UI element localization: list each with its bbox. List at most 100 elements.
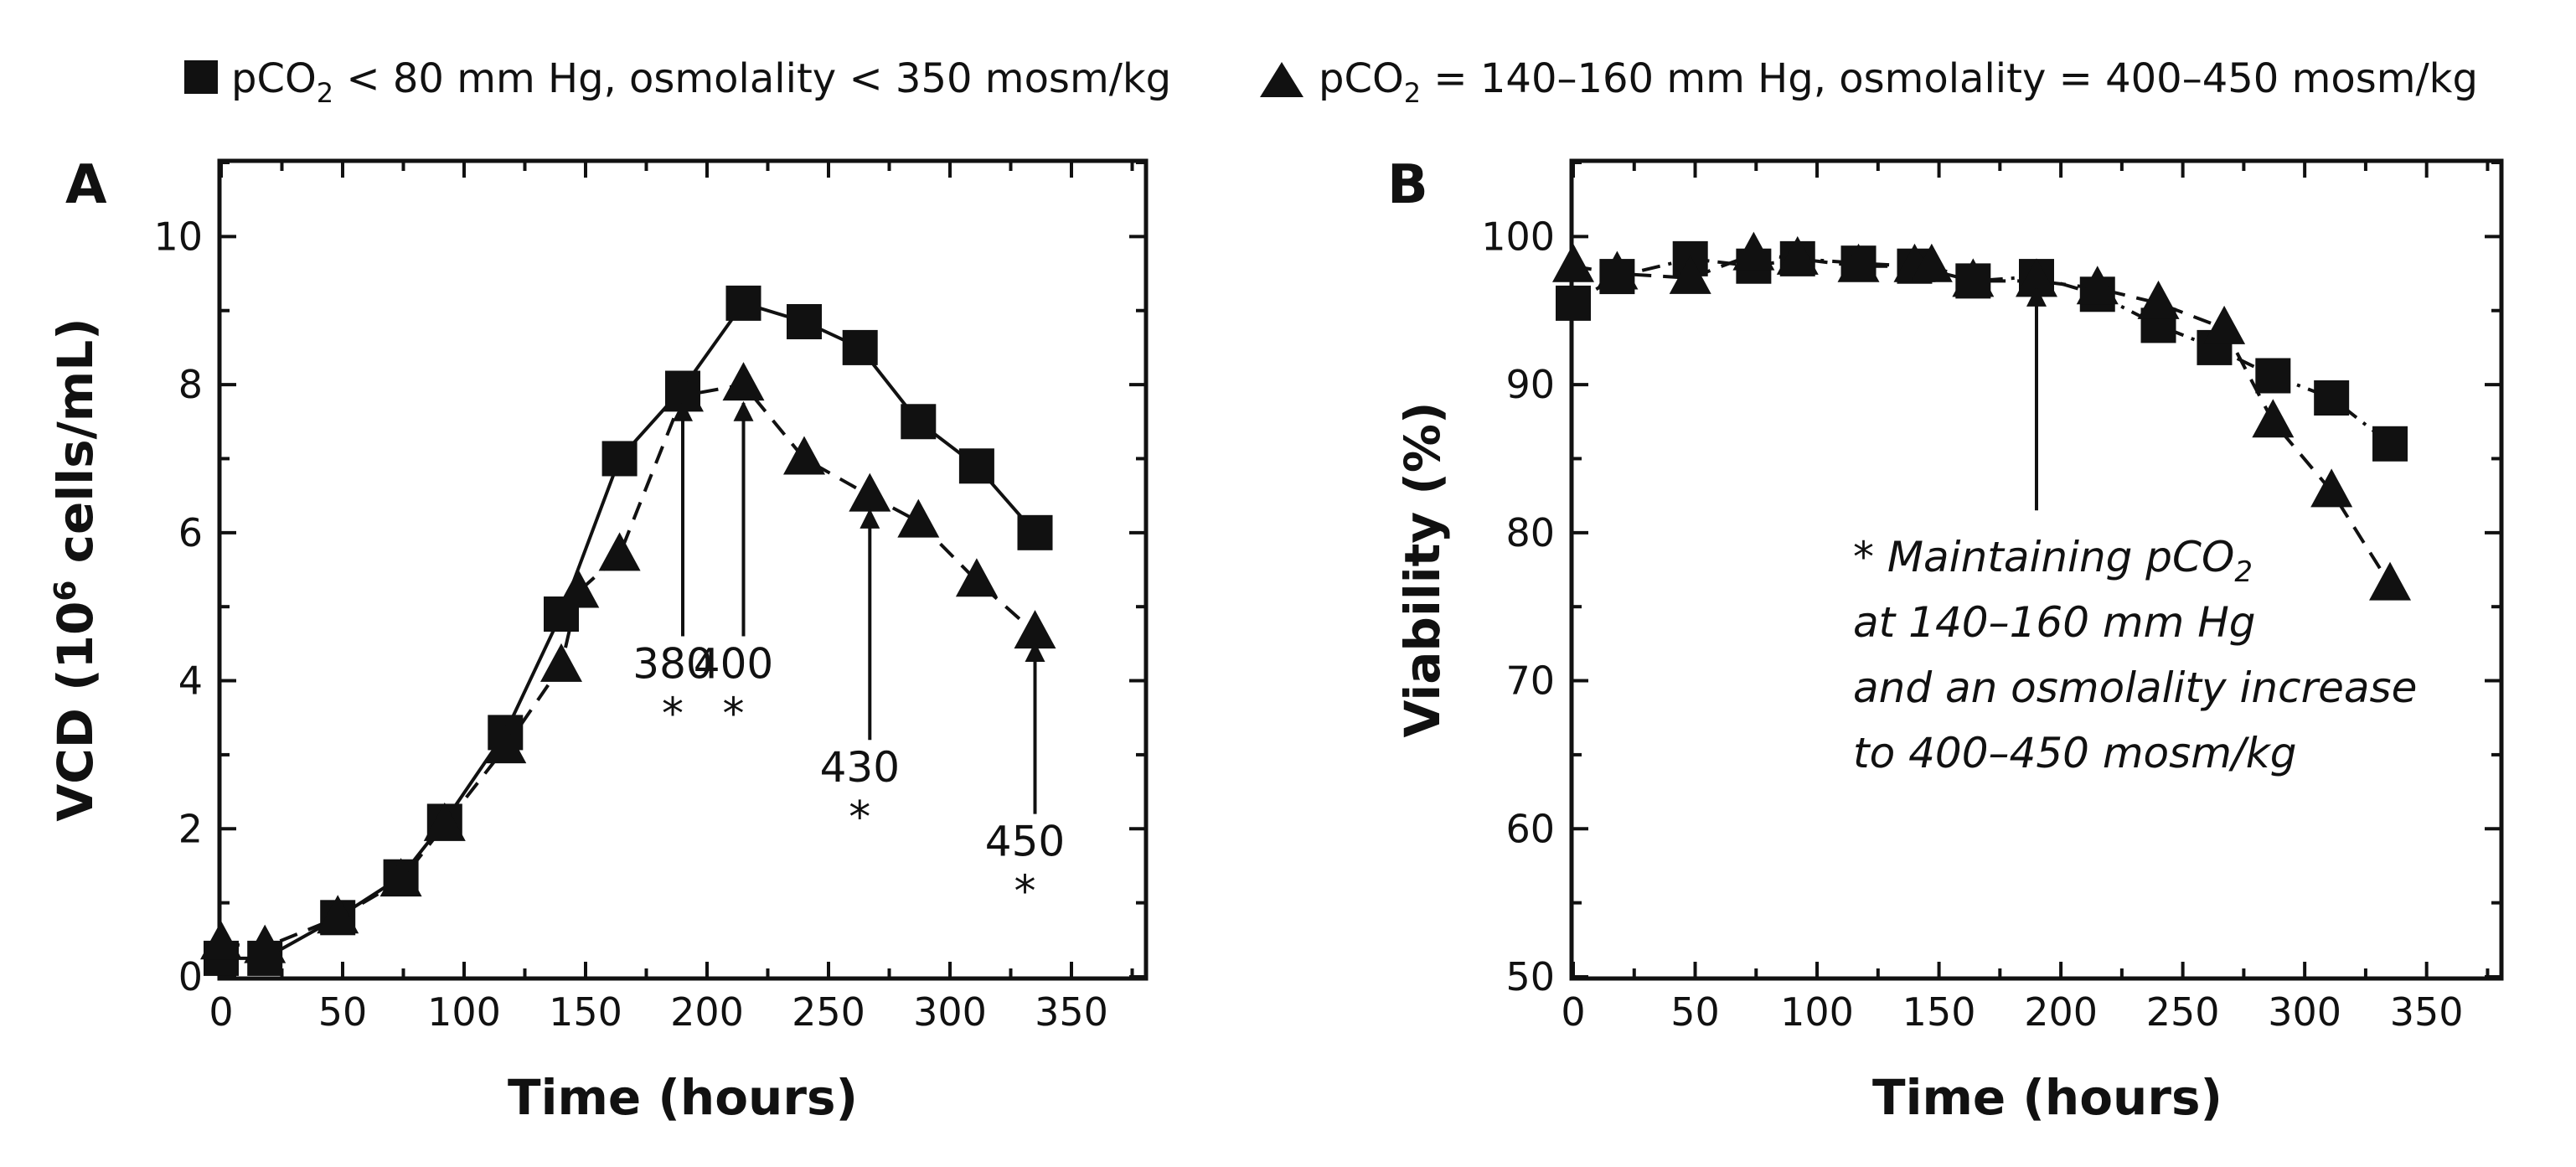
square-series-line [221,301,1037,960]
y-tick-label: 4 [178,658,203,704]
legend-entry-2: pCO2 = 140–160 mm Hg, osmolality = 400–4… [1319,55,2478,109]
panel-b-note: * Maintaining pCO2 at 140–160 mm Hg and … [1853,533,2417,777]
x-tick-label: 100 [1780,989,1854,1035]
x-tick-label: 350 [1035,989,1108,1035]
triangle-series-line [220,382,1036,949]
legend: pCO2 < 80 mm Hg, osmolality < 350 mosm/k… [184,55,2478,109]
panel-a-series [200,285,1056,976]
triangle-marker [897,498,940,538]
x-tick-label: 200 [2024,989,2098,1035]
note-line-2: at 140–160 mm Hg [1853,598,2256,647]
panel-a-x-axis-title: Time (hours) [508,1069,858,1126]
triangle-marker [2137,280,2180,319]
y-tick-label: 8 [178,362,203,407]
x-tick-label: 300 [913,989,987,1035]
x-tick-label: 200 [670,989,744,1035]
triangle-marker [955,558,998,597]
square-marker [2314,380,2350,416]
square-marker [1017,514,1053,550]
legend-entry-1: pCO2 < 80 mm Hg, osmolality < 350 mosm/k… [231,55,1171,109]
annotation-label: 450 [985,818,1065,866]
triangle-marker [2076,266,2119,305]
y-tick-label: 80 [1505,510,1555,555]
y-tick-label: 2 [178,806,203,851]
square-marker [2372,426,2408,462]
y-tick-label: 60 [1505,806,1555,851]
triangle-marker [849,472,891,512]
triangle-marker [1732,231,1775,271]
y-tick-label: 90 [1505,362,1555,407]
annotation-label: 400 [694,640,773,689]
triangle-marker [783,436,825,475]
triangle-series-line [1572,252,2392,586]
panel-a-letter: A [65,154,107,216]
triangle-marker [1837,243,1880,282]
triangle-marker [1669,255,1711,294]
x-tick-label: 250 [2146,989,2220,1035]
annotation-star: * [849,793,870,843]
square-marker [601,441,638,477]
annotation-star: * [723,689,745,740]
triangle-marker [379,858,422,897]
triangle-marker [200,921,242,960]
triangle-marker [2203,305,2246,344]
triangle-marker [1596,250,1639,290]
x-tick-label: 150 [1902,989,1976,1035]
annotation-label: 380 [632,640,712,689]
panel-a-ticks: 0 50 100 150 200 250 300 350 0 2 4 6 8 10 [153,161,1144,1035]
panel-a-annotations: 380*400*430* 450* [632,400,1065,917]
triangle-marker [484,725,527,764]
legend-triangle-marker [1260,62,1303,97]
triangle-marker [2369,561,2412,601]
triangle-marker [1910,243,1953,282]
triangle-marker [1014,610,1056,649]
triangle-marker [1552,243,1594,282]
panel-b-letter: B [1387,154,1428,216]
x-tick-label: 50 [1670,989,1720,1035]
annotation-star: * [1014,867,1036,917]
panel-b-y-axis-title: Viability (%) [1394,402,1451,738]
square-marker [842,329,878,365]
panel-a-frame [217,158,1149,981]
square-marker [2255,358,2291,394]
triangle-marker [317,895,359,934]
panel-a-y-axis-title: VCD (106 cells/mL) [47,318,104,821]
x-tick-label: 250 [792,989,865,1035]
triangle-marker [540,643,582,682]
x-tick-label: 300 [2268,989,2341,1035]
square-marker [958,448,994,484]
triangle-marker [557,569,600,608]
triangle-marker [2252,399,2295,438]
square-marker [901,404,937,440]
x-tick-label: 50 [318,989,368,1035]
note-line-4: to 400–450 mosm/kg [1853,729,2296,777]
x-tick-label: 0 [1561,989,1585,1035]
y-tick-label: 10 [153,214,203,259]
y-tick-label: 0 [178,954,203,999]
panel-b-frame [1569,158,2504,981]
triangle-marker [1952,258,1995,297]
triangle-marker [722,362,765,401]
annotation-label: 430 [820,743,900,792]
x-tick-label: 100 [427,989,501,1035]
triangle-marker [244,924,287,963]
x-tick-label: 0 [209,989,233,1035]
y-tick-label: 50 [1505,954,1555,999]
legend-square-marker [184,60,218,94]
panel-b-x-axis-title: Time (hours) [1872,1069,2222,1126]
triangle-marker [423,802,466,841]
square-marker [1556,285,1591,321]
y-tick-label: 100 [1481,214,1555,259]
y-tick-label: 70 [1505,658,1555,704]
square-marker [725,285,761,321]
triangle-marker [598,532,641,571]
y-tick-label: 6 [178,510,203,555]
triangle-marker [2310,468,2353,508]
note-line-1: * Maintaining pCO2 [1853,533,2253,589]
x-tick-label: 150 [549,989,622,1035]
note-line-3: and an osmolality increase [1853,664,2417,712]
